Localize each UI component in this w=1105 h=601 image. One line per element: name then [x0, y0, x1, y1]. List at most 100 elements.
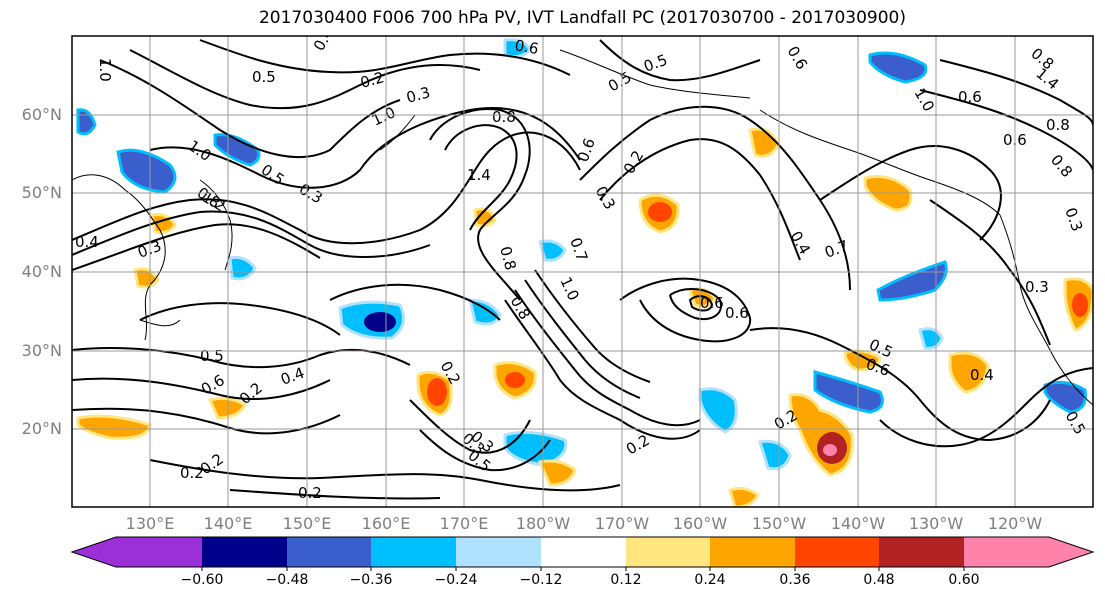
blue-patch	[116, 148, 177, 194]
colorbar-segment	[795, 537, 879, 567]
colorbar-label: −0.36	[349, 572, 393, 588]
pv-contours	[72, 39, 1093, 500]
colorbar-label: 0.60	[948, 572, 980, 588]
shading-patches	[76, 38, 1093, 507]
colorbar-extend-right	[1049, 537, 1093, 567]
coastline	[379, 114, 416, 151]
blue-patch	[813, 370, 884, 414]
contour-line	[504, 299, 701, 440]
contour-line	[929, 199, 1051, 346]
blue-patch	[538, 239, 567, 262]
blue-patch	[228, 256, 257, 281]
coastline	[759, 109, 1001, 216]
coastline	[72, 174, 166, 341]
contour-line	[149, 459, 621, 492]
contour-label: 0.6	[958, 88, 982, 106]
contour-line	[139, 302, 341, 336]
contour-line	[669, 288, 722, 320]
colorbar-label: −0.48	[265, 572, 309, 588]
pink-patch	[823, 444, 837, 456]
contour-label: 0.6	[513, 36, 540, 58]
contour-line	[444, 124, 518, 231]
lat-label: 30°N	[21, 341, 62, 360]
colorbar-segment	[287, 537, 371, 567]
lon-label: 150°E	[282, 514, 332, 533]
contour-line	[599, 39, 761, 82]
contour-line	[919, 89, 1093, 171]
contour-line	[688, 295, 714, 312]
contour-line	[879, 367, 1093, 448]
lon-label: 160°E	[361, 514, 411, 533]
contour-line	[72, 210, 431, 258]
lon-label: 130°W	[908, 514, 964, 533]
contour-line	[72, 131, 581, 245]
blue-patch	[868, 51, 928, 84]
colorbar-extend-left	[72, 537, 116, 567]
lon-label: 130°E	[125, 514, 175, 533]
contour-line	[599, 138, 801, 261]
red-patch	[1072, 293, 1088, 317]
blue-patch	[213, 133, 261, 167]
contour-line	[534, 269, 651, 383]
orange-patch	[537, 459, 577, 487]
orange-patch	[473, 207, 497, 228]
colorbar-label: 0.36	[779, 572, 811, 588]
contour-line	[819, 145, 1002, 241]
blue-patch	[698, 387, 738, 434]
orange-patch	[76, 414, 152, 440]
lat-label: 40°N	[21, 262, 62, 281]
contour-label: 0.4	[970, 366, 994, 384]
contour-line	[72, 347, 411, 369]
blue-patch	[918, 327, 944, 350]
lon-label: 170°W	[594, 514, 650, 533]
coastline	[199, 179, 233, 271]
contour-label: 0.2	[358, 68, 386, 92]
contour-label: 1.0	[96, 58, 114, 82]
blue-patch	[758, 439, 792, 471]
contour-label: 0.8	[1046, 116, 1070, 134]
colorbar-label: −0.60	[180, 572, 224, 588]
contour-label: 0.6	[700, 294, 724, 312]
contour-label: 0.5	[200, 347, 224, 365]
lon-label: 160°W	[672, 514, 728, 533]
coastlines	[72, 49, 1093, 406]
colorbar-segment	[371, 537, 456, 567]
contour-line	[329, 283, 501, 321]
contour-line	[514, 289, 701, 427]
colorbar-label: 0.24	[694, 572, 726, 588]
colorbar	[70, 536, 1095, 571]
colorbar-label: 0.48	[863, 572, 895, 588]
orange-patch	[948, 351, 990, 394]
colorbar-segment	[116, 537, 202, 567]
colorbar-segment	[879, 537, 964, 567]
lon-label: 170°E	[439, 514, 489, 533]
lon-label: 120°W	[987, 514, 1043, 533]
contour-label: 1.4	[467, 166, 491, 184]
coastline	[999, 214, 1093, 406]
contour-label: 0.6	[725, 304, 749, 322]
dark-blue-patch	[364, 312, 396, 332]
contour-line	[99, 59, 401, 159]
contour-line	[619, 277, 752, 343]
contour-line	[409, 399, 531, 454]
contour-label: 0.2	[180, 464, 204, 482]
contour-label: 0.4	[75, 233, 99, 251]
contour-line	[429, 108, 531, 301]
colorbar-segment	[456, 537, 541, 567]
contour-line	[229, 489, 441, 500]
colorbar-segment	[710, 537, 795, 567]
colorbar-label: −0.12	[519, 572, 563, 588]
map-title: 2017030400 F006 700 hPa PV, IVT Landfall…	[258, 8, 906, 28]
contour-line	[72, 223, 321, 271]
contour-line	[149, 107, 581, 189]
blue-patch	[468, 298, 502, 326]
contour-line	[199, 39, 571, 76]
contour-label: 0.3	[404, 83, 432, 107]
coastline	[559, 49, 751, 99]
lat-label: 60°N	[21, 105, 62, 124]
map-frame	[71, 35, 1094, 508]
contour-line	[524, 279, 641, 399]
lon-label: 150°W	[751, 514, 807, 533]
contour-line	[579, 105, 851, 291]
